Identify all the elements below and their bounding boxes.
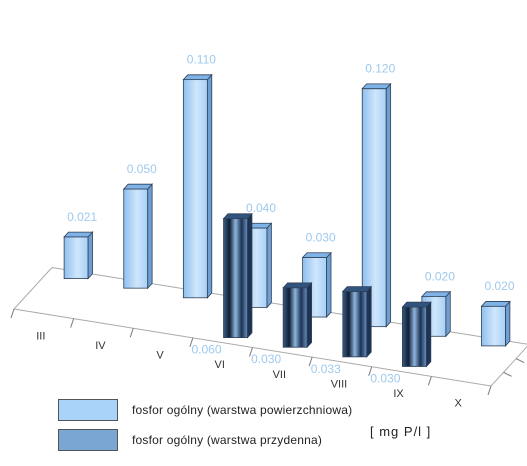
bar-top (480, 301, 511, 307)
bar-side (306, 281, 312, 349)
bar-side (87, 231, 93, 280)
bar-side (366, 285, 372, 358)
bar-bottom (401, 301, 432, 368)
data-label: 0.040 (246, 201, 276, 215)
bar-side (445, 290, 451, 338)
bar-front (402, 306, 427, 367)
bar-surface (480, 300, 511, 347)
bar-front (63, 236, 89, 279)
legend-swatch-surface (58, 399, 118, 421)
x-tick-label: VI (215, 359, 225, 371)
legend: fosfor ogólny (warstwa powierzchniowa) f… (58, 396, 478, 458)
bar-side (147, 183, 153, 290)
bar-front (182, 79, 208, 299)
bar-front (342, 291, 368, 358)
bar-side (326, 251, 332, 319)
data-label: 0.020 (425, 270, 455, 284)
x-tick (70, 318, 75, 328)
labels-layer: 0.021 0.050 0.110 0.040 0.030 0.120 0.020 0.020… (67, 53, 515, 386)
x-tick-label: VII (273, 369, 286, 381)
data-label: 0.120 (365, 62, 395, 76)
x-tick (249, 347, 253, 357)
data-label: 0.030 (306, 231, 336, 245)
data-label: 0.033 (311, 362, 341, 376)
bar-side (426, 301, 432, 368)
x-tick-label: X (455, 398, 463, 410)
legend-item-surface: fosfor ogólny (warstwa powierzchniowa) (58, 398, 352, 422)
bar-side (206, 73, 213, 299)
bar-top (182, 74, 213, 81)
x-tick-label: IV (95, 340, 106, 352)
bar-top (420, 291, 452, 298)
bar-surface (63, 231, 94, 280)
bar-top (222, 213, 253, 220)
bars-layer (63, 73, 511, 368)
bar-surface (182, 73, 213, 299)
x-tick (487, 385, 492, 396)
data-label: 0.060 (192, 343, 222, 357)
bar-side (505, 300, 511, 347)
bar-front (223, 218, 248, 339)
data-label: 0.110 (187, 53, 216, 67)
bar-side (247, 212, 253, 339)
unit-label: [ mg P/l ] (370, 424, 432, 439)
bar-top (122, 183, 154, 190)
x-tick-label: III (36, 330, 45, 342)
depth-tick (503, 371, 512, 377)
bar-front (481, 305, 506, 347)
data-label: 0.030 (370, 371, 400, 385)
x-tick (189, 337, 194, 348)
x-tick-label: IX (393, 388, 404, 400)
x-tick (10, 308, 15, 319)
legend-label-bottom: fosfor ogólny (warstwa przydenna) (132, 433, 323, 447)
x-tick-label: VIII (331, 378, 348, 390)
x-tick (308, 356, 313, 367)
legend-item-bottom: fosfor ogólny (warstwa przydenna) (58, 428, 322, 452)
data-label: 0.030 (251, 352, 281, 366)
bar-top (401, 301, 432, 308)
x-tick (129, 328, 134, 338)
bar-top (361, 83, 392, 90)
data-label: 0.050 (127, 162, 157, 176)
bar-bottom (282, 281, 313, 349)
bar-side (385, 82, 392, 328)
data-label: 0.020 (484, 279, 514, 293)
bar-top (341, 286, 373, 292)
bar-top (63, 231, 94, 238)
bar-bottom (341, 285, 373, 358)
bar-top (282, 282, 313, 289)
x-tick-label: V (156, 350, 164, 362)
data-label: 0.021 (67, 210, 97, 224)
x-tick (368, 366, 373, 376)
depth-tick (515, 358, 525, 364)
bar-bottom (222, 212, 253, 339)
bar-surface (361, 82, 392, 328)
legend-label-surface: fosfor ogólny (warstwa powierzchniowa) (132, 403, 353, 417)
bar-front (123, 188, 149, 289)
bar-side (266, 222, 272, 309)
bar-top (301, 252, 332, 258)
bar-front (282, 287, 308, 348)
legend-swatch-bottom (58, 429, 118, 451)
bar-surface (122, 183, 154, 290)
x-tick (427, 376, 432, 386)
